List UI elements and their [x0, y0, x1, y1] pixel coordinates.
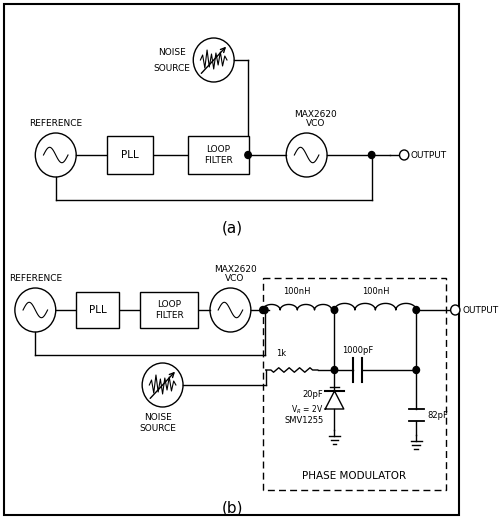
- Circle shape: [451, 305, 460, 315]
- Bar: [107, 136, 153, 174]
- Circle shape: [259, 306, 266, 314]
- Text: VCO: VCO: [226, 274, 245, 283]
- Text: 100nH: 100nH: [283, 287, 311, 296]
- Circle shape: [245, 151, 251, 159]
- Circle shape: [261, 306, 268, 314]
- Text: REFERENCE: REFERENCE: [29, 119, 82, 128]
- Text: PLL: PLL: [121, 150, 139, 160]
- Text: SOURCE: SOURCE: [154, 63, 190, 72]
- Text: 82pF: 82pF: [428, 410, 448, 420]
- Text: 1k: 1k: [276, 349, 286, 358]
- Text: PHASE MODULATOR: PHASE MODULATOR: [302, 471, 407, 481]
- Text: LOOP
FILTER: LOOP FILTER: [204, 145, 233, 165]
- Bar: [263, 278, 446, 490]
- Text: NOISE: NOISE: [144, 413, 172, 422]
- Bar: [76, 292, 119, 328]
- Text: V$_R$ = 2V: V$_R$ = 2V: [291, 403, 323, 415]
- Text: SOURCE: SOURCE: [140, 424, 176, 433]
- Text: PLL: PLL: [89, 305, 106, 315]
- Text: OUTPUT: OUTPUT: [463, 306, 499, 315]
- Text: (b): (b): [222, 501, 243, 515]
- Text: (a): (a): [222, 220, 243, 236]
- Text: OUTPUT: OUTPUT: [411, 150, 447, 160]
- Text: NOISE: NOISE: [158, 47, 186, 57]
- Circle shape: [331, 306, 338, 314]
- Bar: [140, 292, 198, 328]
- Circle shape: [413, 367, 420, 373]
- Bar: [188, 136, 249, 174]
- Circle shape: [331, 367, 338, 373]
- Text: REFERENCE: REFERENCE: [9, 274, 62, 283]
- Text: MAX2620: MAX2620: [294, 110, 337, 119]
- Text: SMV1255: SMV1255: [284, 416, 323, 425]
- Text: VCO: VCO: [306, 119, 326, 128]
- Circle shape: [413, 306, 420, 314]
- Circle shape: [400, 150, 409, 160]
- Circle shape: [368, 151, 375, 159]
- Text: MAX2620: MAX2620: [214, 265, 256, 274]
- Text: 1000pF: 1000pF: [342, 346, 373, 355]
- Text: 100nH: 100nH: [362, 287, 389, 296]
- Text: LOOP
FILTER: LOOP FILTER: [155, 301, 184, 320]
- Text: 20pF: 20pF: [302, 390, 323, 399]
